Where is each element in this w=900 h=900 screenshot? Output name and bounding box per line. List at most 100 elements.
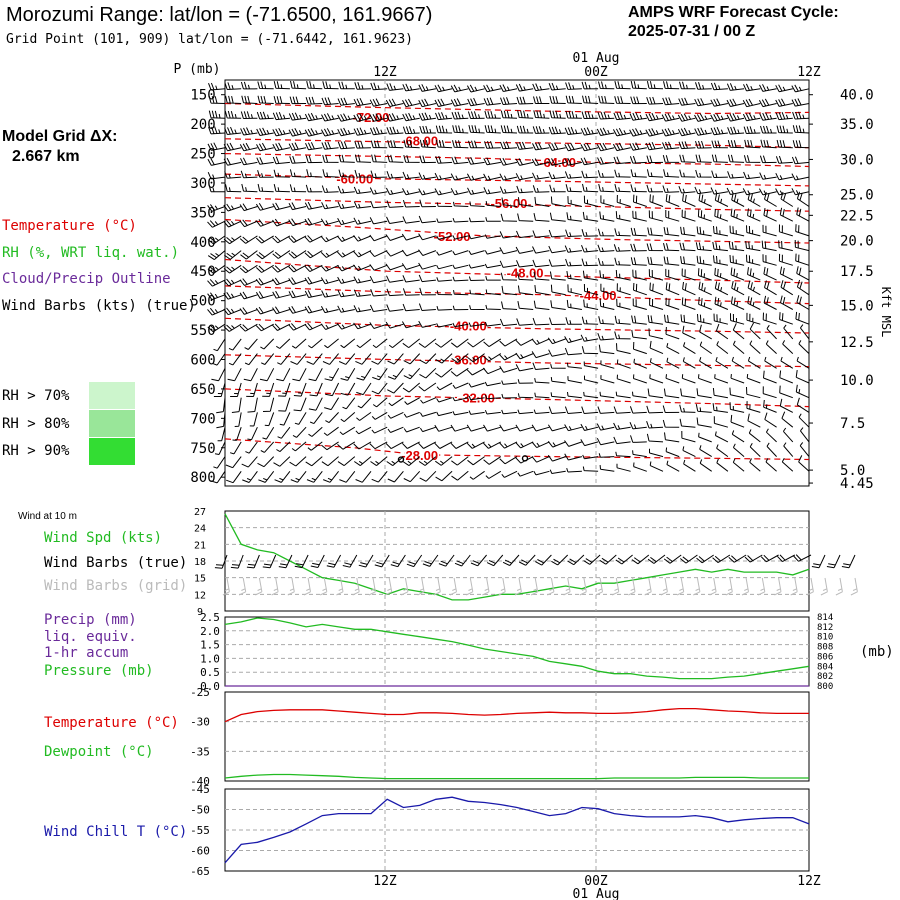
kft-tick-label: 22.5 bbox=[840, 208, 874, 224]
upper-wind-barb bbox=[550, 377, 566, 384]
upper-wind-barb bbox=[322, 81, 339, 90]
upper-wind-barb bbox=[468, 395, 485, 401]
upper-wind-barb bbox=[255, 277, 274, 286]
legend-rh80: RH > 80% bbox=[2, 416, 70, 432]
upper-wind-barb bbox=[680, 226, 696, 237]
upper-wind-barb bbox=[501, 393, 518, 399]
upper-wind-barb bbox=[779, 266, 794, 281]
upper-wind-barb bbox=[532, 172, 550, 180]
upper-wind-barb bbox=[304, 128, 323, 137]
upper-wind-barb bbox=[305, 155, 323, 164]
upper-wind-barb bbox=[712, 387, 728, 399]
upper-wind-barb bbox=[288, 112, 307, 121]
upper-wind-barb bbox=[680, 388, 696, 399]
upper-wind-barb bbox=[599, 465, 615, 472]
upper-wind-barb bbox=[450, 84, 469, 93]
upper-wind-barb bbox=[370, 82, 388, 91]
upper-wind-barb bbox=[746, 386, 761, 399]
upper-wind-barb bbox=[517, 213, 534, 222]
upper-wind-barb bbox=[775, 188, 793, 196]
upper-wind-barb bbox=[321, 456, 339, 467]
upper-wind-barb bbox=[517, 470, 534, 477]
upper-wind-barb bbox=[516, 141, 534, 150]
temperature-contour-label: -40.00 bbox=[450, 318, 487, 333]
upper-wind-barb bbox=[469, 289, 485, 296]
upper-wind-barb bbox=[616, 374, 631, 384]
upper-wind-barb bbox=[699, 445, 712, 458]
wind10m-true-barb bbox=[567, 554, 585, 566]
upper-wind-barb bbox=[614, 169, 631, 178]
upper-wind-barb bbox=[645, 128, 664, 137]
upper-wind-barb bbox=[292, 426, 307, 438]
wind10m-true-barb bbox=[294, 554, 309, 569]
upper-wind-barb bbox=[682, 325, 696, 340]
top-time-tick-label: 12Z bbox=[373, 65, 397, 80]
upper-wind-barb bbox=[404, 397, 420, 405]
upper-wind-barb bbox=[353, 97, 372, 107]
upper-wind-barb bbox=[223, 219, 242, 228]
upper-wind-barb bbox=[567, 376, 582, 384]
upper-wind-barb bbox=[436, 235, 453, 240]
wind10m-grid-barb bbox=[628, 577, 636, 596]
upper-wind-barb bbox=[694, 113, 712, 122]
upper-wind-barb bbox=[647, 315, 664, 325]
upper-wind-barb bbox=[387, 382, 404, 394]
upper-wind-barb bbox=[550, 392, 566, 399]
upper-wind-barb bbox=[649, 298, 664, 310]
upper-wind-barb bbox=[288, 323, 307, 331]
upper-wind-barb bbox=[599, 270, 615, 281]
wind10m-true-barb bbox=[696, 554, 714, 564]
upper-wind-barb bbox=[239, 278, 258, 286]
upper-wind-barb bbox=[353, 276, 372, 284]
temperature-contour bbox=[224, 138, 810, 149]
upper-wind-barb bbox=[337, 276, 355, 284]
upper-wind-barb bbox=[760, 139, 777, 149]
upper-wind-barb bbox=[499, 353, 518, 361]
upper-wind-barb bbox=[532, 317, 550, 326]
upper-wind-barb bbox=[403, 411, 420, 418]
upper-wind-barb bbox=[565, 82, 582, 90]
upper-wind-barb bbox=[792, 111, 810, 120]
upper-wind-barb bbox=[696, 226, 712, 237]
upper-wind-barb bbox=[468, 234, 485, 240]
pressure-tick-label: 450 bbox=[190, 264, 215, 280]
wind10m-true-barbs bbox=[214, 554, 856, 569]
upper-wind-barb bbox=[229, 441, 242, 455]
upper-wind-barb bbox=[320, 323, 339, 330]
upper-wind-barb bbox=[469, 201, 485, 207]
upper-wind-barb bbox=[517, 393, 534, 399]
upper-wind-barb bbox=[240, 170, 258, 179]
upper-wind-barb bbox=[306, 80, 323, 90]
upper-wind-barb bbox=[613, 422, 631, 430]
upper-wind-barb bbox=[550, 300, 566, 310]
wind10m-grid-barb bbox=[271, 577, 279, 596]
upper-wind-barb bbox=[419, 125, 436, 134]
upper-wind-barb bbox=[746, 225, 761, 237]
upper-wind-barb bbox=[598, 344, 615, 355]
wind10m-grid-barb bbox=[660, 577, 668, 596]
upper-wind-barb bbox=[646, 96, 664, 105]
upper-wind-barb bbox=[678, 186, 696, 194]
upper-wind-barb bbox=[759, 155, 777, 164]
upper-wind-barb bbox=[564, 336, 583, 344]
kft-tick-label: 35.0 bbox=[840, 117, 874, 133]
upper-wind-barb bbox=[324, 368, 340, 381]
precip-tick-label: 1.5 bbox=[200, 639, 220, 652]
upper-wind-barb bbox=[337, 305, 355, 313]
upper-wind-barb bbox=[763, 208, 777, 222]
upper-wind-barb bbox=[762, 386, 777, 399]
wind10m-grid-barb bbox=[303, 577, 311, 596]
upper-wind-barb bbox=[666, 460, 680, 472]
upper-wind-barb bbox=[453, 201, 469, 207]
upper-wind-barb bbox=[665, 326, 680, 340]
upper-wind-barb bbox=[452, 276, 469, 282]
precip-frame bbox=[224, 616, 810, 687]
upper-wind-barb bbox=[632, 298, 647, 310]
upper-wind-barb bbox=[800, 427, 810, 443]
upper-wind-barb bbox=[711, 154, 728, 163]
upper-wind-barb bbox=[647, 256, 664, 266]
upper-wind-barb bbox=[484, 234, 501, 239]
upper-wind-barb bbox=[385, 113, 404, 122]
upper-wind-barb bbox=[207, 204, 226, 212]
upper-wind-barb bbox=[260, 353, 275, 365]
